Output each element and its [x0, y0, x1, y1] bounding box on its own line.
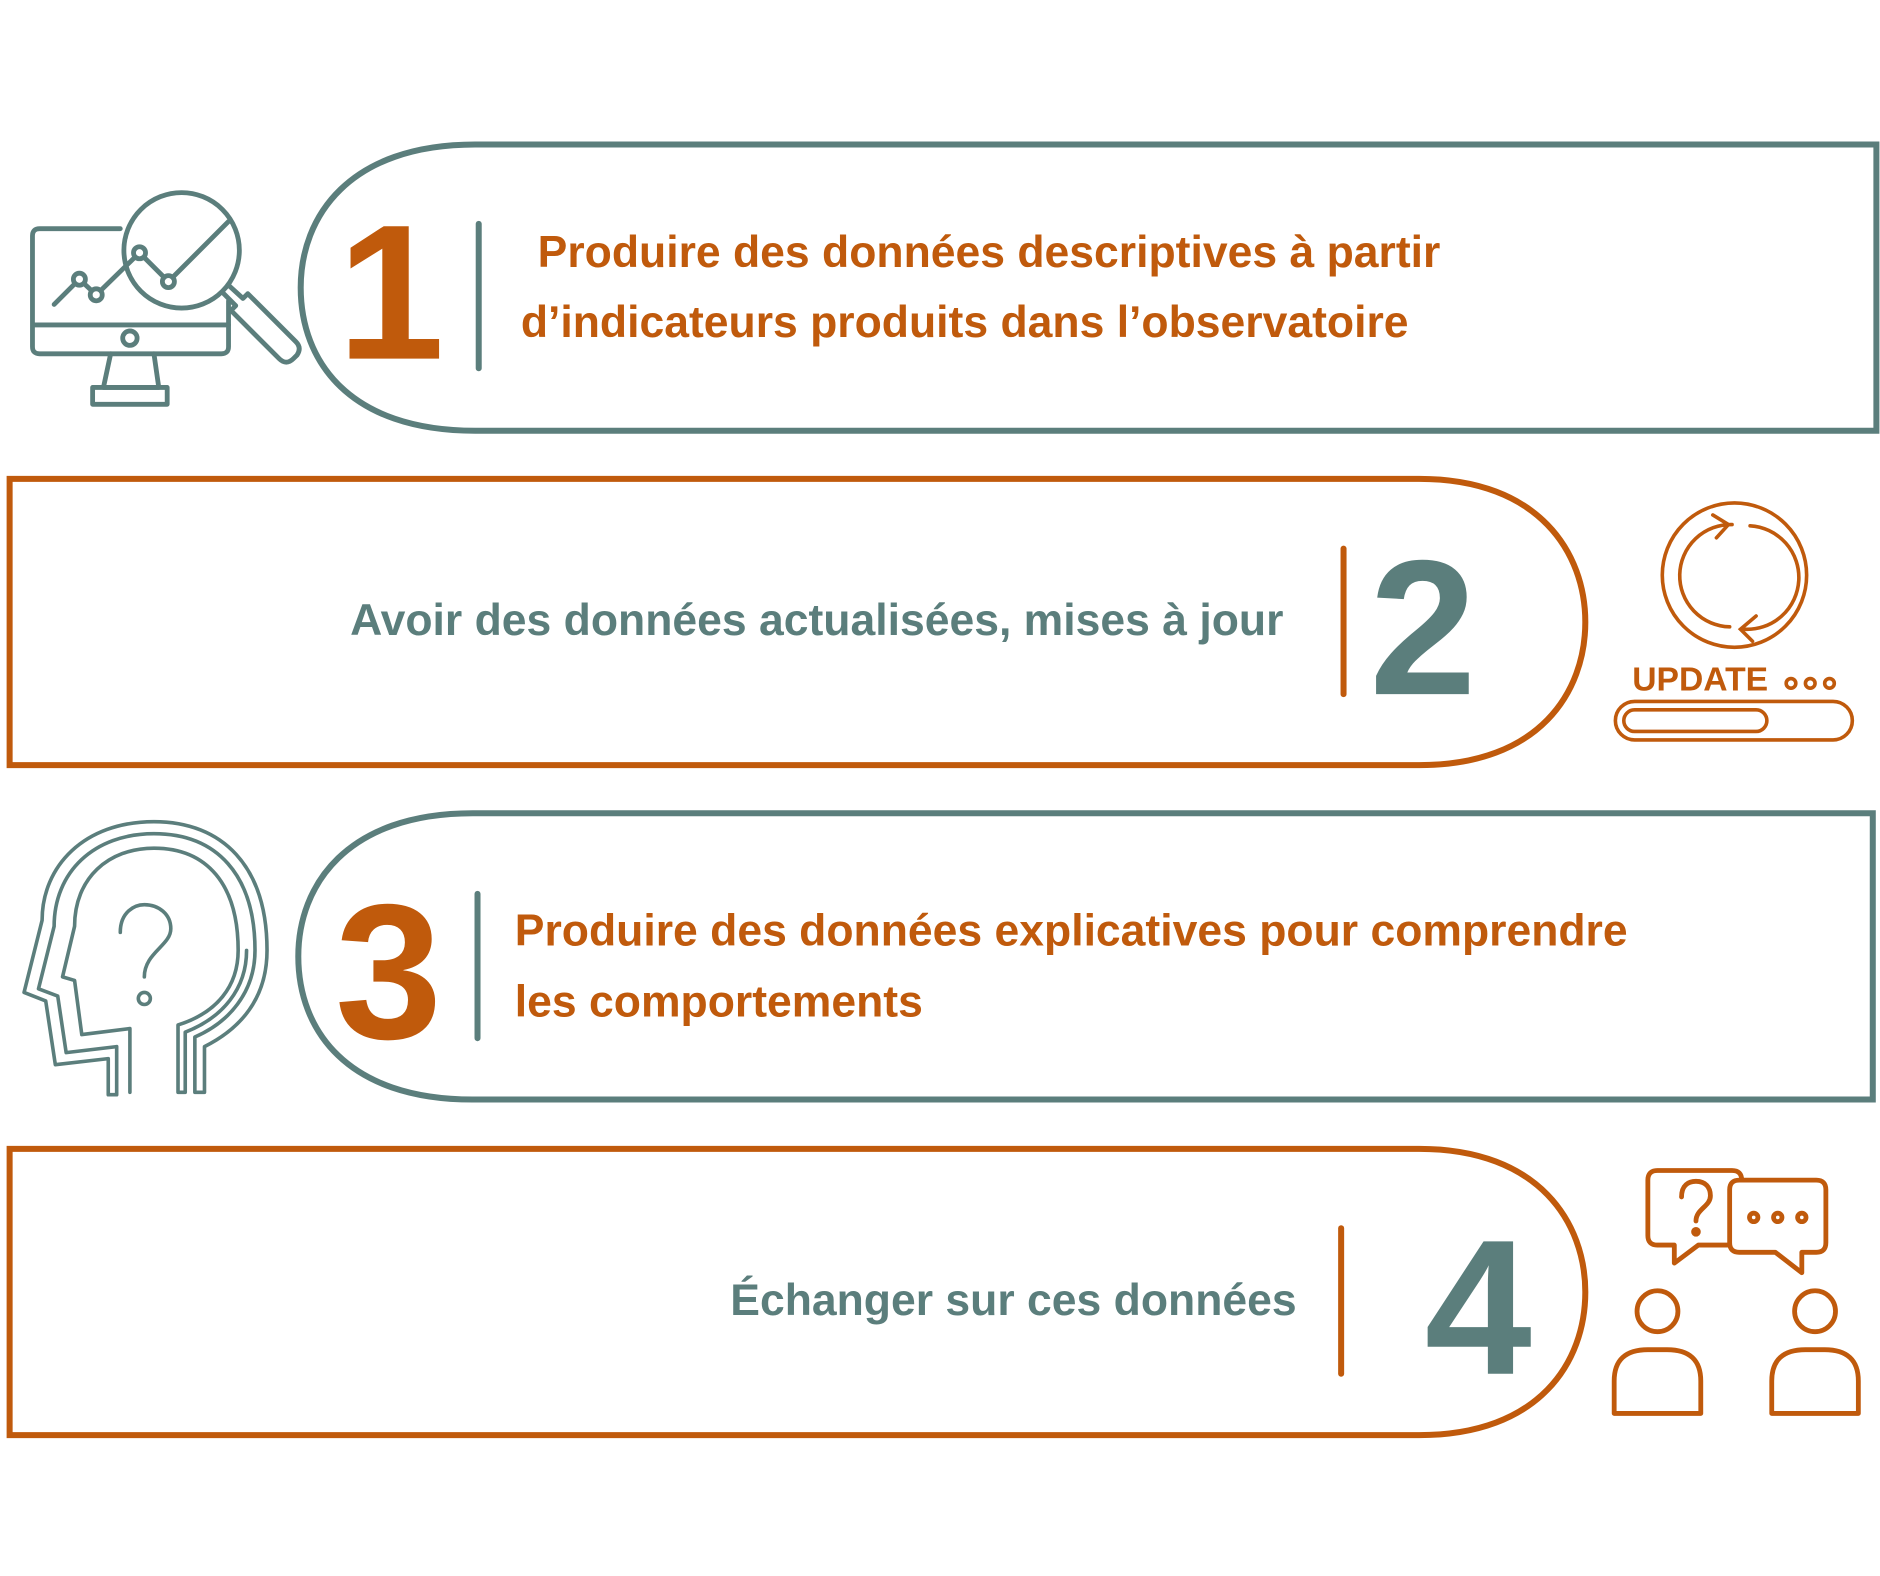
item-2: Avoir des données actualisées, mises à j… [6, 475, 1855, 769]
item-4-frame [6, 1145, 1589, 1439]
item-4: Échanger sur ces données 4 [6, 1145, 1861, 1439]
item-3-frame [295, 810, 1876, 1103]
item-1-text-line-2: d’indicateurs produits dans l’observatoi… [521, 298, 1409, 347]
item-2-frame [6, 475, 1589, 769]
update-refresh-icon: UPDATE [1613, 501, 1855, 742]
item-1-number: 1 [337, 185, 444, 400]
item-3-text-line-2: les comportements [515, 978, 923, 1027]
monitor-chart-magnifier-icon [30, 190, 302, 407]
item-3: 3 Produire des données explicatives pour… [22, 810, 1876, 1103]
item-4-text: Échanger sur ces données [730, 1275, 1296, 1325]
update-progress-fill [1621, 708, 1769, 734]
people-conversation-icon [1611, 1168, 1861, 1416]
item-2-number: 2 [1369, 520, 1476, 735]
head-question-icon [22, 819, 269, 1097]
item-4-number: 4 [1425, 1200, 1532, 1415]
item-1: 1 Produire des données descriptives à pa… [30, 141, 1880, 434]
item-1-frame [297, 141, 1880, 434]
item-1-text-line-1: Produire des données descriptives à part… [538, 228, 1441, 277]
update-label: UPDATE [1632, 662, 1768, 699]
item-3-number: 3 [335, 864, 442, 1079]
item-3-text-line-1: Produire des données explicatives pour c… [515, 907, 1628, 956]
item-2-text: Avoir des données actualisées, mises à j… [350, 596, 1283, 645]
